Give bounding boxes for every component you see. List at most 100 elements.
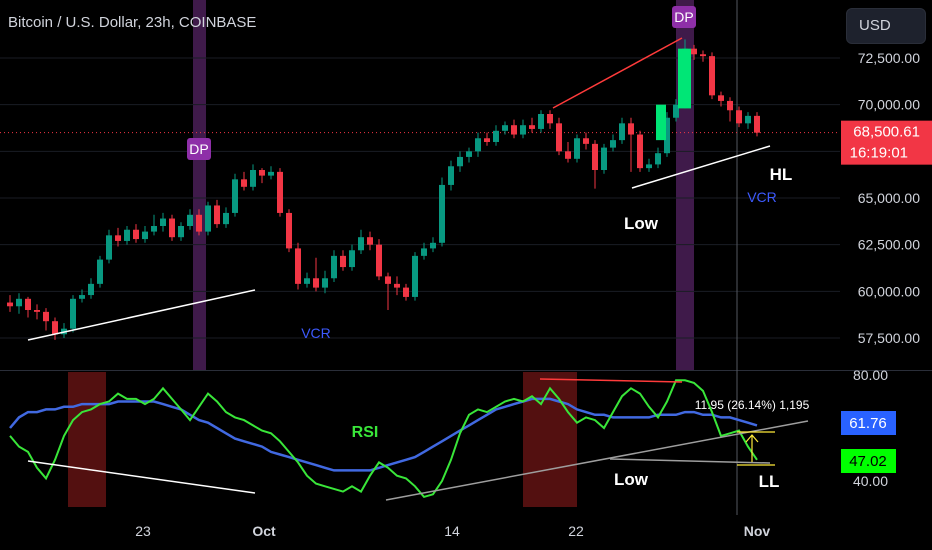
axes: 72,500.0070,000.0067,500.0065,000.0062,5…	[135, 50, 932, 539]
higher-low-line	[631, 145, 771, 189]
candle-body	[403, 287, 409, 297]
rsi-line	[9, 379, 758, 499]
rsi-ma-value: 47.02	[849, 453, 887, 470]
candle-body	[196, 214, 202, 232]
candle-body	[349, 250, 355, 268]
candle-body	[520, 125, 526, 135]
rsi-zone	[68, 372, 106, 507]
grid	[0, 0, 932, 515]
candle-body	[340, 255, 346, 268]
candle-body	[268, 171, 274, 176]
rsi-ma-value-tag	[841, 449, 896, 473]
price-tick: 70,000.00	[858, 97, 920, 113]
candle-body	[214, 205, 220, 225]
x-tick: Oct	[252, 523, 276, 539]
current-price-value: 68,500.61	[853, 124, 920, 141]
candle-body	[430, 242, 436, 249]
candle-body	[232, 179, 238, 213]
candle-body	[16, 298, 22, 307]
candle-body	[97, 259, 103, 284]
candle-body	[655, 153, 661, 165]
rsi-tick: 80.00	[853, 367, 888, 383]
candle-body	[727, 100, 733, 111]
x-tick: 23	[135, 523, 151, 539]
candle-body	[277, 171, 283, 213]
candle-body	[52, 321, 58, 335]
price-tick: 62,500.00	[858, 237, 920, 253]
candle-body	[34, 310, 40, 312]
candle-body	[169, 218, 175, 238]
candle-body	[421, 248, 427, 256]
x-tick: 22	[568, 523, 584, 539]
annotations: DP DP VCR VCR Low HL RSI Low LL 11.95 (26.14%) 1,…	[187, 6, 810, 491]
candle-body	[106, 235, 112, 260]
candle-body	[322, 278, 328, 288]
candle-body	[502, 125, 508, 131]
candle-body	[241, 179, 247, 187]
vcr-label: VCR	[301, 325, 331, 341]
candle-body	[151, 226, 157, 232]
rsi-resistance-line	[539, 378, 683, 383]
candle-body	[601, 147, 607, 170]
rsi-panel	[9, 378, 809, 501]
candle-body	[529, 125, 535, 129]
rsi-low-label: Low	[614, 470, 649, 489]
currency-button[interactable]: USD	[846, 8, 926, 44]
candle-body	[547, 114, 553, 124]
candle-body	[565, 151, 571, 159]
rsi-value-tag	[841, 411, 896, 435]
candle-body	[493, 130, 499, 142]
candle-body	[619, 123, 625, 141]
candle-body	[295, 248, 301, 284]
x-tick: 14	[444, 523, 460, 539]
trend-lines	[27, 37, 771, 341]
candle-body	[637, 134, 643, 169]
candle-body	[313, 278, 319, 288]
candle-body	[250, 170, 256, 187]
dp-label-bg	[672, 6, 696, 28]
candle-body	[511, 125, 517, 135]
candle-body	[592, 143, 598, 170]
candle-body	[475, 138, 481, 152]
hl-label: HL	[770, 165, 793, 184]
rsi-label: RSI	[352, 424, 379, 441]
price-tick: 57,500.00	[858, 330, 920, 346]
rsi-low-line	[609, 458, 771, 464]
candle-body	[70, 298, 76, 329]
rsi-tick: 40.00	[853, 473, 888, 489]
dp-label: DP	[674, 9, 693, 25]
candle-body	[718, 95, 724, 101]
candle-body	[286, 212, 292, 249]
candle-body	[205, 205, 211, 232]
countdown-value: 16:19:01	[850, 145, 908, 162]
candle-body	[556, 123, 562, 152]
rsi-zone	[523, 372, 577, 507]
candle-body	[367, 237, 373, 245]
price-tick: 65,000.00	[858, 190, 920, 206]
candle-body	[646, 164, 652, 169]
low-label: Low	[624, 214, 659, 233]
candle-body	[664, 117, 670, 154]
candle-body	[79, 295, 85, 299]
candle-body	[466, 151, 472, 157]
rsi-value: 61.76	[849, 415, 887, 432]
candle-body	[628, 123, 634, 135]
dp-label: DP	[189, 141, 208, 157]
measure-label: 11.95 (26.14%) 1,195	[695, 398, 810, 412]
price-tick: 72,500.00	[858, 50, 920, 66]
candle-body	[133, 229, 139, 240]
candle-body	[700, 54, 706, 57]
candle-body	[412, 255, 418, 297]
candle-body	[709, 56, 715, 96]
dp-zone	[193, 0, 206, 370]
candle-body	[223, 212, 229, 225]
ll-label: LL	[759, 472, 780, 491]
candle-body	[124, 229, 130, 241]
dp-label-bg	[187, 138, 211, 160]
candle-body	[583, 138, 589, 144]
candle-body	[484, 138, 490, 142]
candle-body	[7, 302, 13, 307]
candle-body	[610, 140, 616, 148]
measure-arrowhead	[745, 434, 759, 443]
